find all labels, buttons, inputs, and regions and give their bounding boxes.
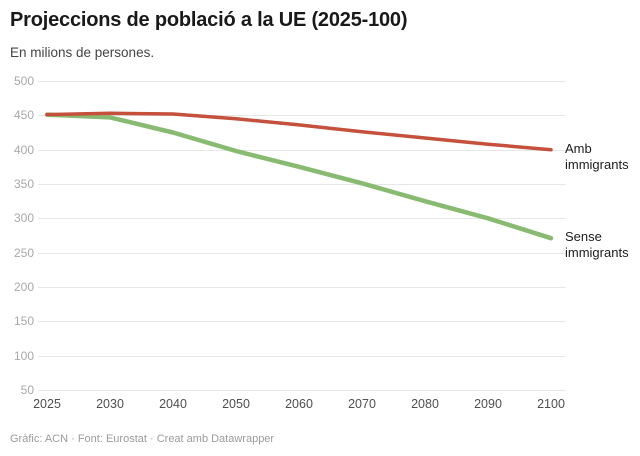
page-title: Projeccions de població a la UE (2025-10… (10, 9, 408, 31)
x-axis-tick-label: 2050 (222, 397, 250, 411)
x-axis-tick-label: 2090 (474, 397, 502, 411)
x-axis-tick-label: 2025 (33, 397, 61, 411)
series-end-label: Amb immigrants (565, 140, 629, 172)
x-axis-tick-label: 2030 (96, 397, 124, 411)
y-axis-tick-label: 400 (13, 142, 34, 157)
x-axis-tick-label: 2060 (285, 397, 313, 411)
y-axis-tick-label: 200 (13, 280, 34, 294)
x-axis-tick-label: 2100 (537, 397, 565, 411)
y-axis-tick-label: 350 (13, 177, 34, 191)
y-axis-tick-label: 450 (13, 108, 34, 123)
y-axis-tick-label: 300 (13, 211, 34, 226)
page-subtitle: En milions de persones. (10, 45, 155, 60)
series-line-sense-immigrants (44, 112, 554, 241)
y-axis-tick-label: 250 (13, 245, 34, 260)
y-axis-tick-label: 100 (13, 348, 34, 363)
series-line-amb-immigrants (45, 111, 553, 152)
x-axis-tick-label: 2070 (348, 397, 376, 411)
y-axis-tick-label: 150 (13, 314, 34, 329)
series-end-label: Sense immigrants (565, 229, 629, 261)
y-axis-tick-label: 500 (13, 74, 34, 88)
x-axis-tick-label: 2040 (159, 397, 187, 411)
y-axis-tick-label: 50 (20, 383, 34, 397)
x-axis-tick-label: 2080 (411, 397, 439, 411)
footer-credit: Gràfic: ACN · Font: Eurostat · Creat amb… (10, 433, 275, 445)
